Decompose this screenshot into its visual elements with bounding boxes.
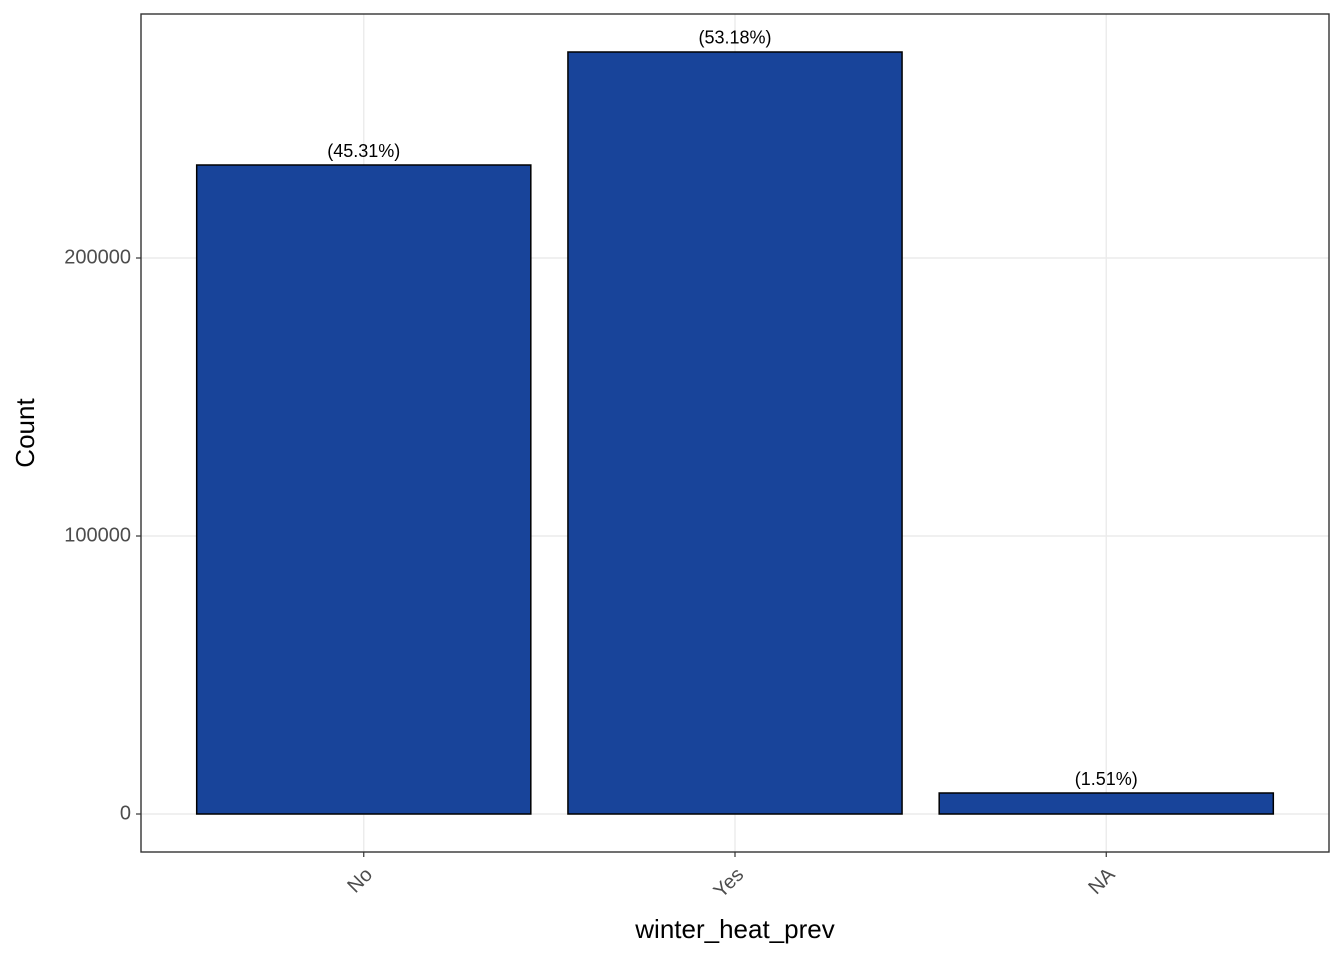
bar-annotation: (53.18%)	[698, 28, 771, 48]
bar	[195, 164, 532, 815]
y-tick-label: 100000	[64, 524, 131, 546]
bar-annotation: (1.51%)	[1075, 769, 1138, 789]
bar	[567, 51, 903, 815]
panel-border	[140, 13, 1330, 853]
y-tick-label: 0	[120, 802, 131, 824]
bar	[938, 792, 1275, 815]
y-axis-title: Count	[10, 398, 40, 468]
x-axis-title: winter_heat_prev	[634, 914, 834, 944]
y-tick-label: 200000	[64, 246, 131, 268]
bar-annotation: (45.31%)	[327, 141, 400, 161]
